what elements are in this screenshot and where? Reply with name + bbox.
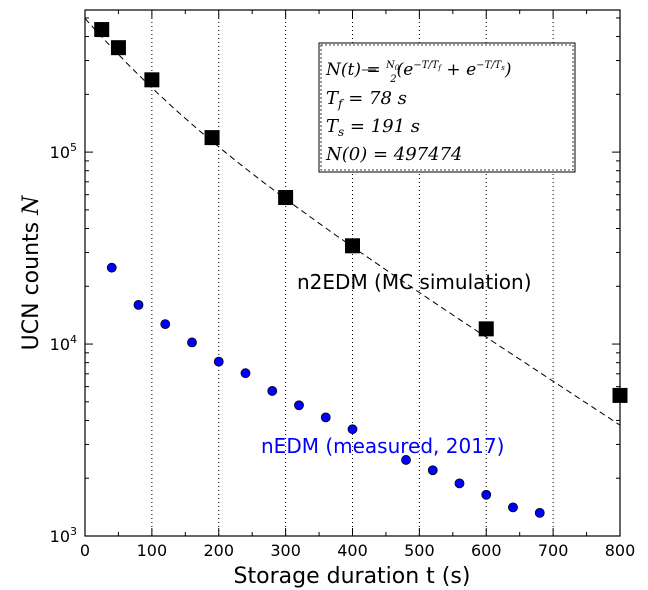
x-tick-label: 800 (605, 541, 636, 560)
data-point-measured (160, 319, 171, 330)
x-tick-label: 200 (203, 541, 234, 560)
data-point-measured (320, 412, 331, 423)
x-tick-label: 500 (404, 541, 435, 560)
data-point-simulation (345, 238, 360, 254)
formula-line-1: N(t) = N0 2(e−T/Tf + e−T/Ts) (325, 60, 511, 85)
data-point-simulation (278, 190, 294, 206)
x-tick-label: 0 (80, 541, 90, 560)
axis-ticks: 0 100 200 300 400 500 600 700 800 103 104 105 (50, 10, 636, 560)
data-point-measured (187, 337, 197, 348)
x-tick-label: 100 (137, 541, 168, 560)
data-point-simulation (110, 40, 126, 56)
data-point-measured (133, 299, 144, 310)
data-point-measured (481, 489, 492, 500)
data-point-measured (347, 424, 358, 435)
data-point-measured (508, 502, 518, 513)
data-point-simulation (478, 321, 494, 337)
data-point-measured (454, 478, 465, 489)
annotation-meas: nEDM (measured, 2017) (261, 434, 504, 458)
y-tick-label: 104 (50, 333, 77, 354)
data-point-measured (427, 465, 438, 476)
x-tick-label: 400 (337, 541, 368, 560)
x-tick-label: 300 (270, 541, 301, 560)
data-point-measured (213, 356, 224, 367)
data-point-simulation (144, 72, 160, 88)
x-tick-label: 600 (471, 541, 502, 560)
y-tick-label: 105 (50, 141, 77, 162)
x-axis-label: Storage duration t (s) (234, 564, 471, 589)
data-point-simulation (94, 22, 110, 38)
data-point-measured (401, 455, 411, 465)
y-axis-label: UCN counts N (19, 195, 44, 350)
data-point-measured (294, 400, 304, 411)
data-point-measured (267, 386, 278, 396)
formula-line-3: Ts = 191 s (326, 116, 420, 139)
data-point-simulation (204, 130, 220, 146)
formula-line-2: Tf = 78 s (326, 88, 407, 111)
x-tick-label: 700 (538, 541, 569, 560)
formula-line-4: N(0) = 497474 (325, 144, 463, 165)
y-tick-label: 103 (50, 525, 77, 546)
data-point-measured (240, 368, 251, 379)
formula-box: N(t) = N0 2(e−T/Tf + e−T/Ts) Tf = 78 s Ts… (318, 42, 576, 173)
annotation-sim: n2EDM (MC simulation) (297, 270, 532, 294)
series-nedm-measured (106, 262, 545, 518)
data-point-measured (534, 507, 545, 518)
data-point-measured (106, 262, 117, 273)
